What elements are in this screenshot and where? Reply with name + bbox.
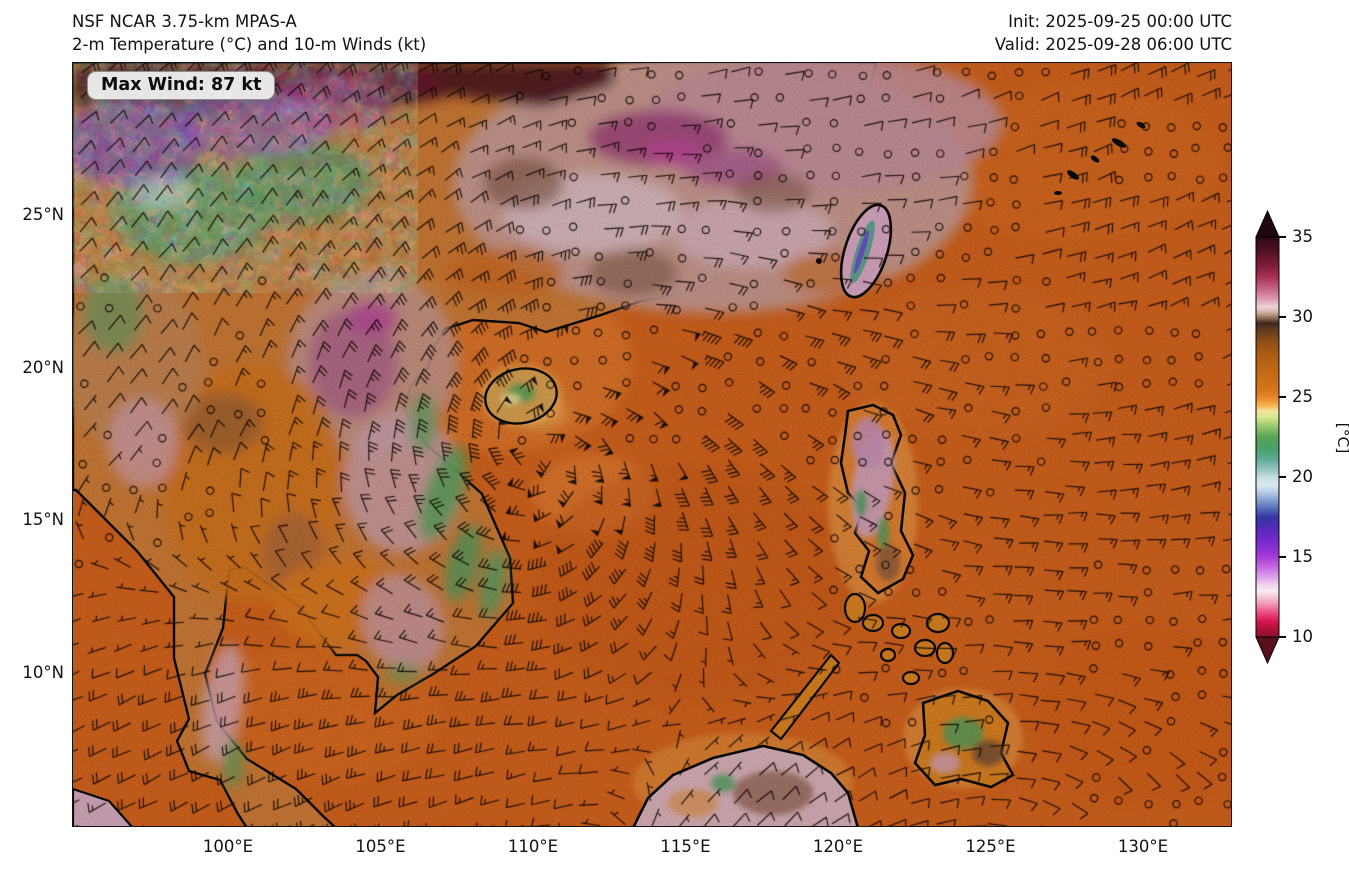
lon-tick-label: 110°E bbox=[507, 837, 559, 856]
init-time-label: Init: 2025-09-25 00:00 UTC bbox=[1008, 12, 1232, 31]
colorbar-tick-label: 30 bbox=[1292, 307, 1313, 326]
lat-tick-label: 20°N bbox=[22, 357, 64, 377]
lon-tick-label: 100°E bbox=[202, 837, 254, 856]
lat-tick-label: 10°N bbox=[22, 662, 64, 682]
colorbar-tick-label: 25 bbox=[1292, 387, 1313, 406]
colorbar-unit-label: [°C] bbox=[1334, 422, 1349, 454]
lon-tick-label: 120°E bbox=[812, 837, 864, 856]
colorbar-tick-label: 10 bbox=[1292, 627, 1313, 646]
max-wind-badge: Max Wind: 87 kt bbox=[87, 71, 276, 100]
lon-tick-label: 130°E bbox=[1117, 837, 1169, 856]
valid-time-label: Valid: 2025-09-28 06:00 UTC bbox=[994, 35, 1232, 54]
map-plot-area: Max Wind: 87 kt bbox=[72, 62, 1232, 827]
lat-tick-label: 25°N bbox=[22, 205, 64, 224]
lon-tick-label: 125°E bbox=[965, 837, 1016, 856]
colorbar-tick-label: 20 bbox=[1292, 467, 1313, 486]
colorbar-gradient bbox=[1255, 209, 1286, 665]
colorbar: 35 30 25 20 15 10 bbox=[1252, 206, 1349, 676]
colorbar-tick-label: 35 bbox=[1292, 227, 1313, 246]
lat-tick-label: 15°N bbox=[22, 510, 64, 529]
colorbar-tick-label: 15 bbox=[1292, 547, 1313, 566]
model-title: NSF NCAR 3.75-km MPAS-A bbox=[72, 12, 297, 31]
lon-tick-label: 115°E bbox=[660, 837, 711, 856]
product-title: 2-m Temperature (°C) and 10-m Winds (kt) bbox=[72, 35, 427, 54]
lon-tick-label: 105°E bbox=[355, 837, 406, 856]
wind-barbs-layer bbox=[73, 63, 1231, 826]
